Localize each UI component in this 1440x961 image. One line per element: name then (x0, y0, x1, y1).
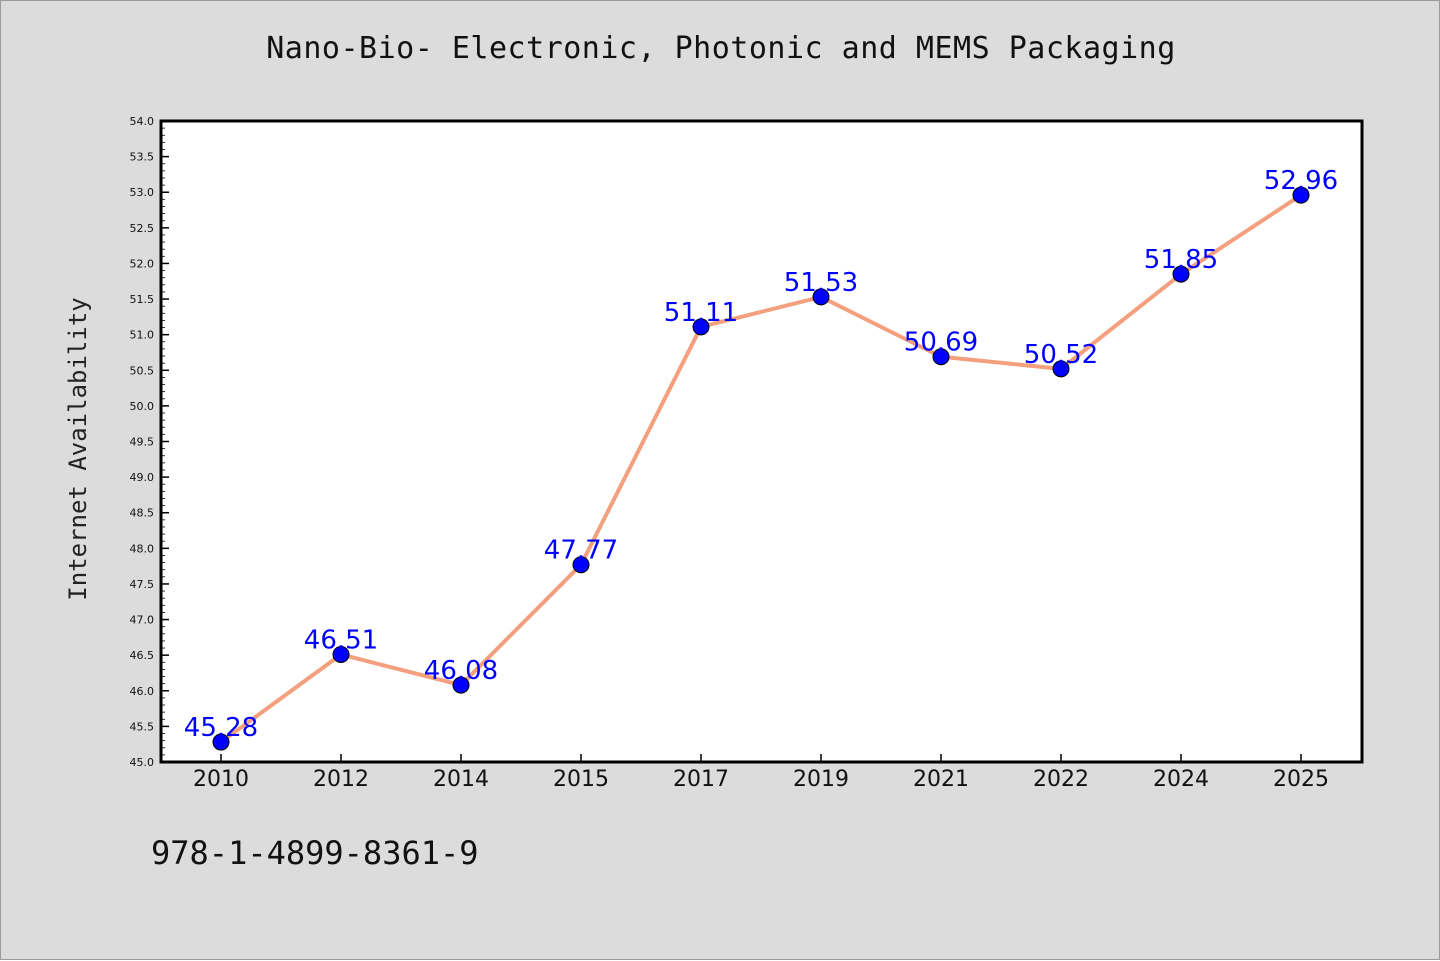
data-label: 47.77 (544, 536, 618, 566)
isbn-label: 978-1-4899-8361-9 (151, 834, 479, 872)
x-tick-label: 2014 (433, 767, 489, 792)
data-label: 46.51 (304, 625, 378, 655)
data-point (212, 733, 230, 751)
x-tick-label: 2017 (673, 767, 729, 792)
y-tick-label: 53.0 (130, 186, 155, 199)
series-line-group (212, 186, 1310, 751)
data-point (452, 676, 470, 694)
data-point (332, 645, 350, 663)
x-tick-label: 2015 (553, 767, 609, 792)
data-label: 51.85 (1144, 245, 1218, 275)
x-tick-label: 2022 (1033, 767, 1089, 792)
x-tick-label: 2019 (793, 767, 849, 792)
y-tick-label: 51.0 (130, 329, 155, 342)
y-tick-label: 45.5 (130, 720, 155, 733)
x-tick-label: 2012 (313, 767, 369, 792)
y-tick-label: 50.0 (130, 400, 155, 413)
y-tick-label: 47.0 (130, 614, 155, 627)
data-label: 46.08 (424, 656, 498, 686)
y-tick-label: 52.0 (130, 257, 155, 270)
data-label: 51.11 (664, 298, 738, 328)
data-label: 51.53 (784, 268, 858, 298)
series-line (219, 193, 1303, 744)
y-tick-label: 47.5 (130, 578, 155, 591)
y-tick-label: 46.5 (130, 649, 155, 662)
y-tick-label: 49.0 (130, 471, 155, 484)
data-point (932, 348, 950, 366)
data-point (1052, 360, 1070, 378)
y-tick-label: 50.5 (130, 364, 155, 377)
data-point (1172, 265, 1190, 283)
data-point (572, 556, 590, 574)
y-tick-label: 46.0 (130, 685, 155, 698)
data-label: 50.52 (1024, 340, 1098, 370)
chart-title: Nano-Bio- Electronic, Photonic and MEMS … (266, 31, 1176, 66)
x-axis: 2010 2012 2014 2015 2017 2019 2021 2022 2024 2025 (193, 754, 1329, 792)
x-tick-label: 2025 (1273, 767, 1329, 792)
x-tick-label: 2024 (1153, 767, 1209, 792)
data-label: 52.96 (1264, 166, 1338, 196)
x-tick-label: 2021 (913, 767, 969, 792)
y-tick-label: 45.0 (130, 756, 155, 769)
data-label: 45.28 (184, 713, 258, 743)
y-axis-label: Internet Availability (64, 297, 92, 600)
y-tick-label: 48.5 (130, 507, 155, 520)
y-axis: 45.0 45.5 46.0 46.5 47.0 47.5 48.0 48.5 49.0 49.5… (130, 115, 169, 769)
data-point (692, 318, 710, 336)
data-labels-group: 45.28 46.51 46.08 47.77 51.11 51.53 50.69 50.52… (184, 166, 1338, 743)
y-tick-label: 53.5 (130, 151, 155, 164)
plot-area (159, 119, 1364, 764)
data-point (1292, 186, 1310, 204)
y-tick-label: 52.5 (130, 222, 155, 235)
y-tick-label: 49.5 (130, 436, 155, 449)
data-point (812, 288, 830, 306)
x-tick-label: 2010 (193, 767, 249, 792)
y-tick-label: 51.5 (130, 293, 155, 306)
y-tick-label: 54.0 (130, 115, 155, 128)
y-tick-label: 48.0 (130, 542, 155, 555)
data-label: 50.69 (904, 328, 978, 358)
